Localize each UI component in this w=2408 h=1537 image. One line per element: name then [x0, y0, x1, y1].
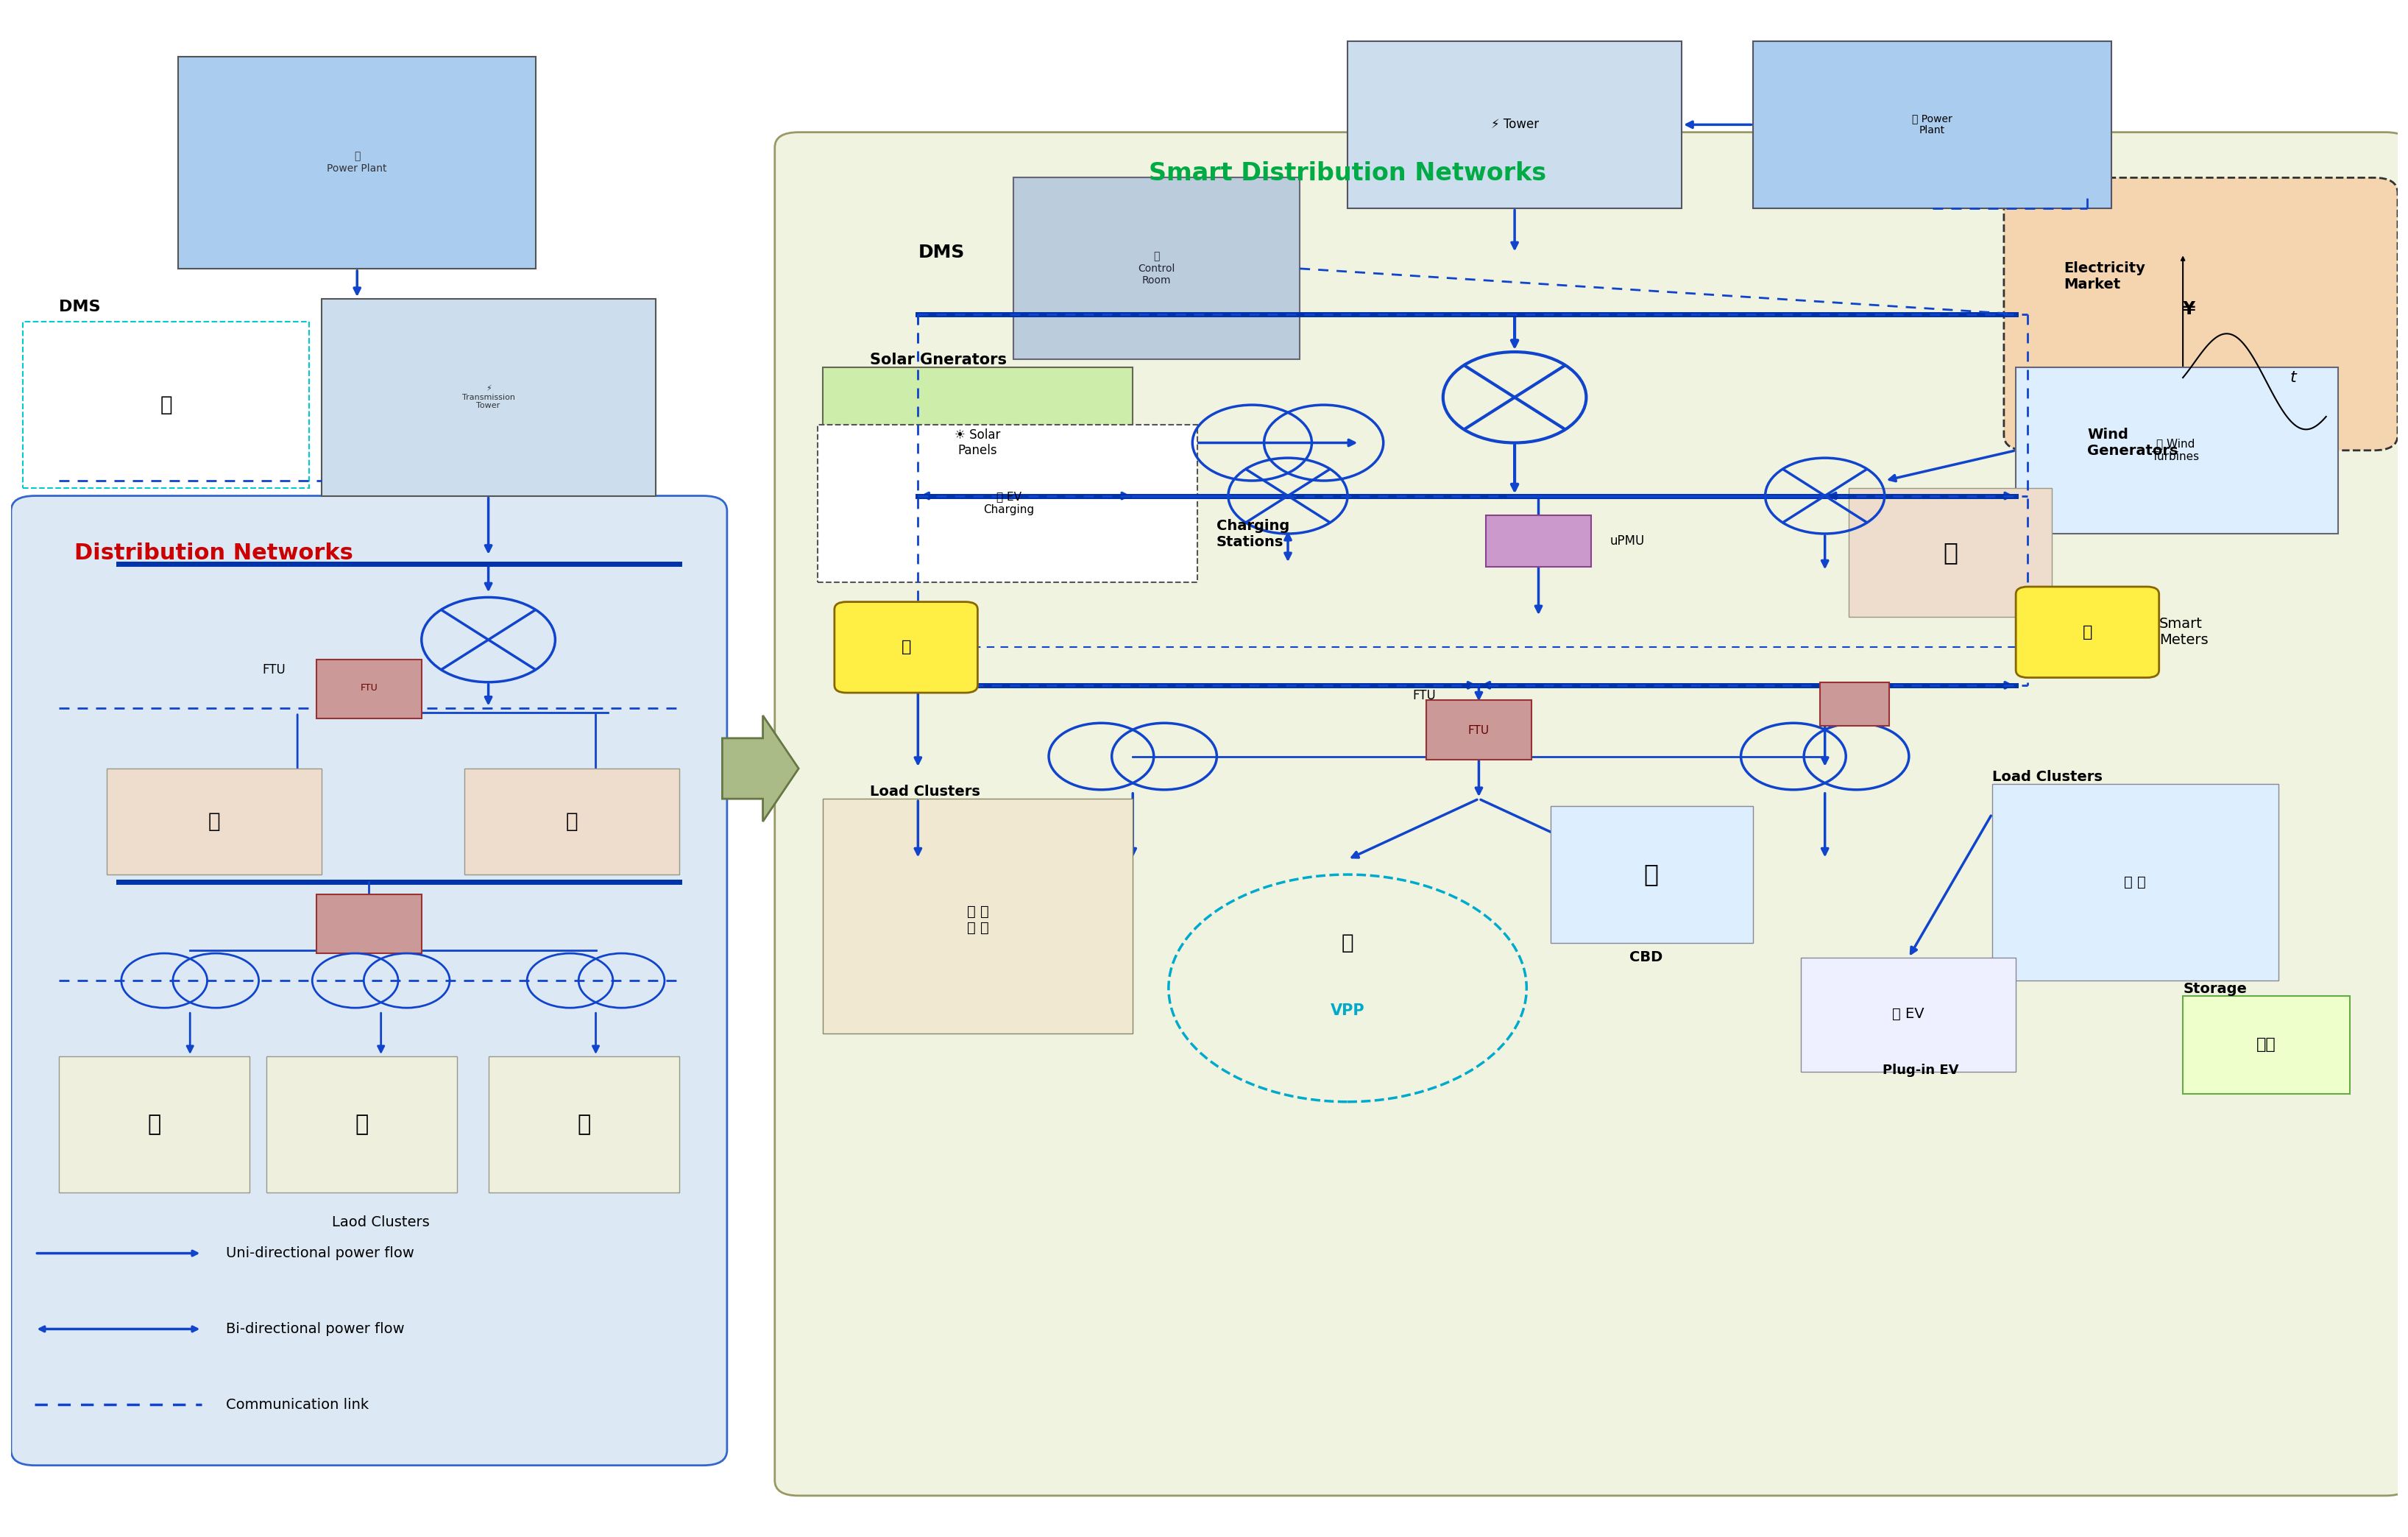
FancyBboxPatch shape — [1753, 41, 2112, 207]
Text: Laod Clusters: Laod Clusters — [332, 1216, 429, 1230]
FancyBboxPatch shape — [821, 367, 1132, 518]
FancyBboxPatch shape — [315, 895, 421, 953]
Text: 📊: 📊 — [2083, 626, 2093, 639]
Text: uPMU: uPMU — [1609, 535, 1645, 547]
Text: 🖥: 🖥 — [159, 395, 173, 415]
Text: ⚡ Tower: ⚡ Tower — [1491, 118, 1539, 131]
FancyBboxPatch shape — [267, 1056, 458, 1193]
Text: Electricity
Market: Electricity Market — [2064, 261, 2146, 290]
FancyArrowPatch shape — [725, 756, 792, 781]
Polygon shape — [722, 716, 799, 821]
Text: CBD: CBD — [1628, 950, 1662, 964]
Text: Storage: Storage — [2182, 982, 2247, 996]
FancyBboxPatch shape — [2182, 996, 2350, 1094]
Text: FTU: FTU — [1466, 725, 1488, 736]
FancyBboxPatch shape — [1991, 784, 2278, 981]
Text: Communication link: Communication link — [226, 1397, 368, 1413]
FancyBboxPatch shape — [821, 799, 1132, 1033]
FancyBboxPatch shape — [178, 57, 537, 269]
Text: 🖥
Control
Room: 🖥 Control Room — [1137, 252, 1175, 286]
FancyBboxPatch shape — [1014, 178, 1300, 360]
Text: Bi-directional power flow: Bi-directional power flow — [226, 1322, 405, 1336]
Text: Smart Distribution Networks: Smart Distribution Networks — [1149, 161, 1546, 186]
Text: Smart
Meters: Smart Meters — [2158, 616, 2208, 647]
Text: 🏭: 🏭 — [566, 812, 578, 832]
FancyBboxPatch shape — [2015, 587, 2158, 678]
Text: Distribution Networks: Distribution Networks — [75, 543, 354, 564]
Text: Load Clusters: Load Clusters — [869, 785, 980, 799]
Text: 🔋🔋: 🔋🔋 — [2256, 1037, 2276, 1051]
Text: 🏙: 🏙 — [1341, 933, 1353, 953]
FancyBboxPatch shape — [816, 424, 1197, 583]
Text: Uni-directional power flow: Uni-directional power flow — [226, 1247, 414, 1260]
Text: 🏠: 🏠 — [147, 1114, 161, 1136]
Text: 🏙 🌿: 🏙 🌿 — [2124, 875, 2146, 888]
FancyBboxPatch shape — [775, 132, 2408, 1496]
FancyBboxPatch shape — [1486, 515, 1592, 567]
FancyBboxPatch shape — [1551, 807, 1753, 942]
FancyBboxPatch shape — [12, 496, 727, 1465]
FancyBboxPatch shape — [106, 768, 320, 875]
Text: DMS: DMS — [917, 243, 963, 261]
Text: 💨 Wind
Turbines: 💨 Wind Turbines — [2150, 438, 2199, 463]
Text: 🚗 EV
Charging: 🚗 EV Charging — [982, 492, 1033, 515]
FancyBboxPatch shape — [489, 1056, 679, 1193]
FancyBboxPatch shape — [1426, 701, 1531, 759]
Text: FTU: FTU — [262, 664, 287, 676]
FancyBboxPatch shape — [465, 768, 679, 875]
Text: FTU: FTU — [361, 684, 378, 693]
FancyBboxPatch shape — [2015, 367, 2338, 533]
Text: ☀️ Solar
Panels: ☀️ Solar Panels — [954, 429, 999, 456]
Text: 🏘: 🏘 — [578, 1114, 590, 1136]
FancyBboxPatch shape — [58, 1056, 250, 1193]
FancyBboxPatch shape — [24, 321, 308, 489]
Text: ⚡
Transmission
Tower: ⚡ Transmission Tower — [462, 386, 515, 409]
Text: 🏭
Power Plant: 🏭 Power Plant — [327, 152, 388, 174]
FancyBboxPatch shape — [320, 298, 655, 496]
Text: 🏡: 🏡 — [354, 1114, 368, 1136]
FancyBboxPatch shape — [1820, 682, 1888, 725]
Text: 🏪: 🏪 — [207, 812, 219, 832]
FancyBboxPatch shape — [1801, 958, 2015, 1071]
FancyBboxPatch shape — [1346, 41, 1681, 207]
Text: 🏭 Power
Plant: 🏭 Power Plant — [1912, 114, 1953, 135]
Text: 🏘 🏗
🏢 🏛: 🏘 🏗 🏢 🏛 — [966, 905, 987, 934]
FancyBboxPatch shape — [833, 603, 978, 693]
Text: DMS: DMS — [58, 300, 101, 314]
Text: 🚗 EV: 🚗 EV — [1893, 1007, 1924, 1021]
Text: ¥: ¥ — [2182, 300, 2196, 318]
FancyBboxPatch shape — [315, 659, 421, 718]
Text: FTU: FTU — [1411, 689, 1435, 702]
Text: Wind
Generators: Wind Generators — [2088, 427, 2177, 458]
Text: Charging
Stations: Charging Stations — [1216, 518, 1288, 549]
FancyBboxPatch shape — [1849, 489, 2052, 616]
Text: Plug-in EV: Plug-in EV — [1881, 1064, 1958, 1077]
FancyBboxPatch shape — [2003, 178, 2396, 450]
Text: 🌆: 🌆 — [1642, 862, 1657, 887]
Text: Load Clusters: Load Clusters — [1991, 770, 2102, 784]
Text: 📊: 📊 — [901, 639, 910, 655]
Text: t: t — [2290, 370, 2297, 386]
Text: 🏭: 🏭 — [1943, 541, 1958, 564]
Text: VPP: VPP — [1329, 1004, 1365, 1017]
Text: Solar Gnerators: Solar Gnerators — [869, 352, 1007, 367]
